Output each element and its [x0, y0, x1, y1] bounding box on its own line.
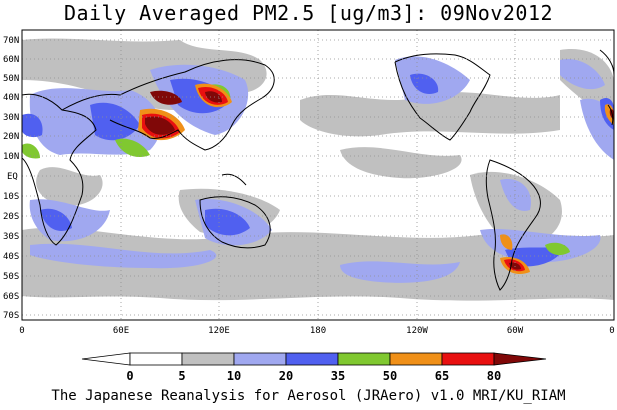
map-title: Daily Averaged PM2.5 [ug/m3]: 09Nov2012 [63, 1, 554, 25]
colorbar-label: 50 [383, 369, 397, 383]
colorbar-label: 0 [126, 369, 133, 383]
lat-label: EQ [7, 172, 18, 182]
lat-label: 10S [3, 192, 19, 202]
colorbar-label: 80 [487, 369, 501, 383]
lat-label: 70N [3, 36, 19, 46]
lat-label: 60S [3, 292, 19, 302]
lon-label: 60E [113, 326, 129, 336]
credit-footer: The Japanese Reanalysis for Aerosol (JRA… [51, 388, 566, 404]
lon-label: 120W [406, 326, 428, 336]
colorbar-label: 10 [227, 369, 241, 383]
lat-label: 60N [3, 55, 19, 65]
lat-label: 40S [3, 252, 19, 262]
lon-label: 60W [507, 326, 524, 336]
latitude-labels: 70N 60N 50N 40N 30N 20N 10N EQ 10S 20S 3… [3, 36, 19, 321]
longitude-labels: 0 60E 120E 180 120W 60W 0 [19, 326, 614, 336]
colorbar-label: 20 [279, 369, 293, 383]
colorbar-label: 5 [178, 369, 185, 383]
grid-lines [22, 30, 614, 320]
map-plot-area [22, 30, 614, 320]
concentration-darkred-regions [145, 90, 614, 270]
lon-label: 0 [609, 326, 614, 336]
lat-label: 50S [3, 272, 19, 282]
coastlines [22, 49, 614, 291]
lat-label: 50N [3, 74, 19, 84]
lat-label: 40N [3, 93, 19, 103]
colorbar-bin [285, 352, 339, 366]
lon-label: 180 [310, 326, 326, 336]
colorbar-label: 35 [331, 369, 345, 383]
colorbar-bin [181, 352, 235, 366]
colorbar-label: 65 [435, 369, 449, 383]
colorbar-bin [441, 352, 495, 366]
lat-label: 30S [3, 232, 19, 242]
colorbar-bin [233, 352, 287, 366]
colorbar-bin [129, 352, 183, 366]
map-frame [21, 29, 615, 321]
lat-label: 10N [3, 152, 19, 162]
lon-label: 120E [208, 326, 230, 336]
colorbar-bin [389, 352, 443, 366]
lat-label: 20N [3, 132, 19, 142]
colorbar-bin [81, 352, 131, 366]
lat-label: 70S [3, 311, 19, 321]
colorbar: 0 5 10 20 35 50 65 80 [81, 352, 547, 383]
lon-label: 0 [19, 326, 24, 336]
colorbar-bin [337, 352, 391, 366]
lat-label: 20S [3, 212, 19, 222]
colorbar-bin [493, 352, 547, 366]
lat-label: 30N [3, 113, 19, 123]
